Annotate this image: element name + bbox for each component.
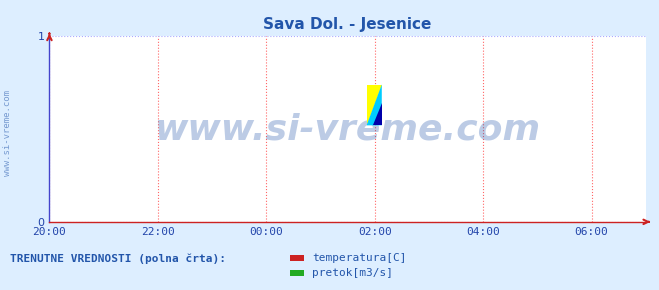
Polygon shape (374, 103, 382, 125)
Title: Sava Dol. - Jesenice: Sava Dol. - Jesenice (264, 17, 432, 32)
Text: pretok[m3/s]: pretok[m3/s] (312, 268, 393, 278)
Text: www.si-vreme.com: www.si-vreme.com (155, 112, 540, 146)
Text: TRENUTNE VREDNOSTI (polna črta):: TRENUTNE VREDNOSTI (polna črta): (10, 254, 226, 264)
Text: temperatura[C]: temperatura[C] (312, 253, 407, 262)
Polygon shape (366, 84, 382, 125)
Polygon shape (366, 84, 382, 125)
Text: www.si-vreme.com: www.si-vreme.com (3, 90, 12, 176)
